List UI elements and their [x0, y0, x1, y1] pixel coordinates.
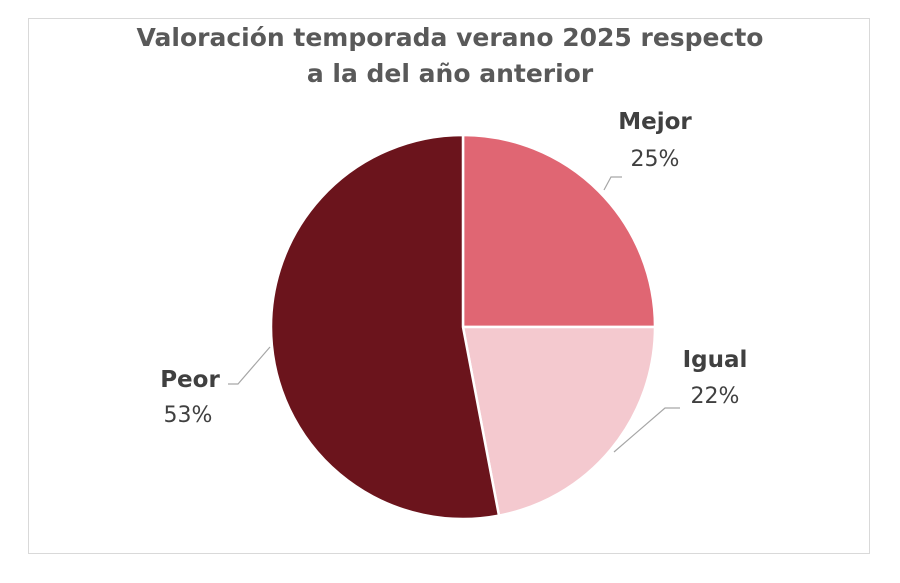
slice-label-igual: Igual: [683, 347, 748, 373]
pie-slices: [269, 133, 657, 521]
pie-slice-peor: [269, 133, 501, 521]
leader-line-mejor: [603, 176, 622, 191]
slice-value-mejor: 25%: [631, 147, 680, 172]
leader-lines: [228, 176, 680, 453]
chart-title-line-1: Valoración temporada verano 2025 respect…: [136, 23, 764, 52]
pie-slice-igual: [461, 325, 657, 517]
leader-line-peor: [228, 346, 271, 385]
slice-labels: Mejor 25% Igual 22% Peor 53%: [160, 109, 747, 428]
chart-title: Valoración temporada verano 2025 respect…: [0, 20, 900, 92]
leader-line-igual: [613, 407, 680, 453]
pie-slice-mejor: [461, 133, 657, 329]
slice-label-mejor: Mejor: [618, 109, 692, 135]
slice-value-igual: 22%: [691, 384, 740, 409]
slice-value-peor: 53%: [164, 403, 213, 428]
chart-title-line-2: a la del año anterior: [306, 59, 594, 88]
slice-label-peor: Peor: [160, 367, 220, 393]
